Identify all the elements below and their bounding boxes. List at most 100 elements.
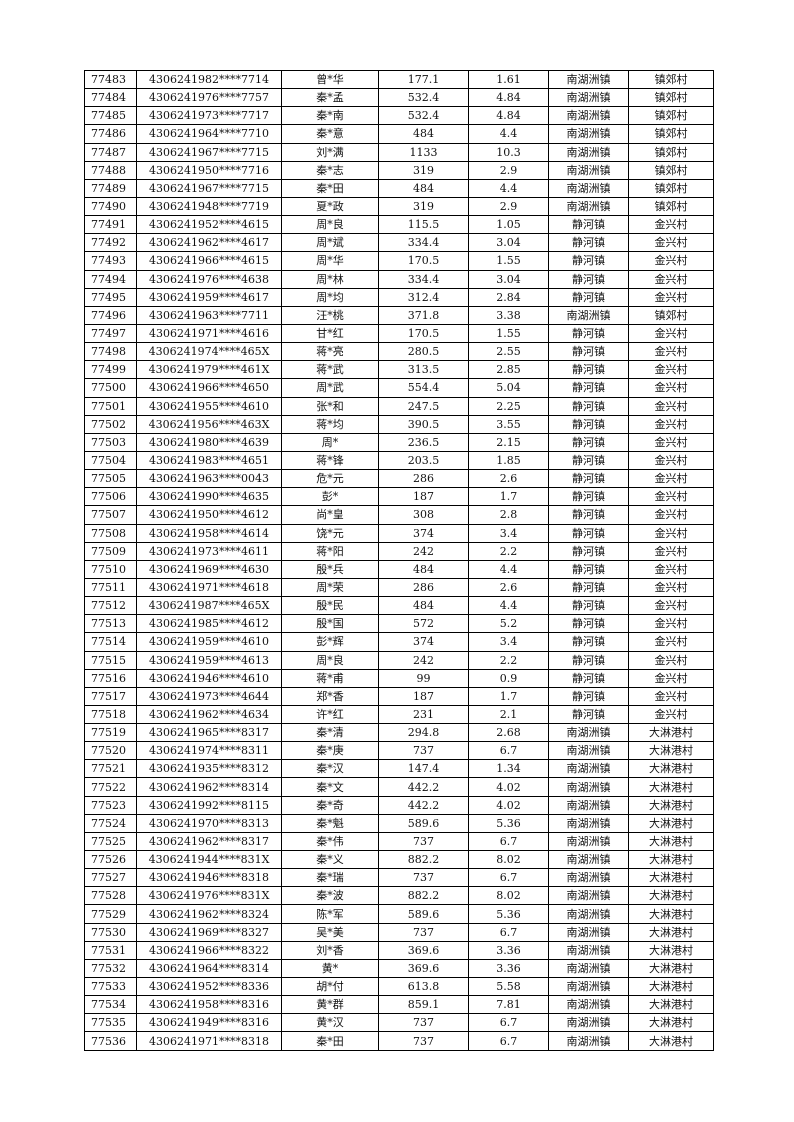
town-cell: 南湖洲镇 bbox=[548, 723, 629, 743]
area-cell: 5.36 bbox=[468, 904, 549, 924]
town-cell: 南湖洲镇 bbox=[548, 995, 629, 1015]
village-cell: 金兴村 bbox=[628, 414, 714, 434]
town-cell: 静河镇 bbox=[548, 668, 629, 688]
id-number-cell: 4306241944****831X bbox=[136, 850, 282, 870]
town-cell: 南湖洲镇 bbox=[548, 850, 629, 870]
amount-cell: 286 bbox=[378, 577, 469, 598]
id-number-cell: 4306241979****461X bbox=[136, 360, 282, 380]
name-cell: 夏*政 bbox=[281, 196, 379, 217]
amount-cell: 374 bbox=[378, 523, 469, 543]
table-row: 77490 4306241948****7719 夏*政 319 2.9 南湖洲镇 镇郊村 bbox=[84, 196, 714, 217]
area-cell: 4.84 bbox=[468, 106, 549, 126]
village-cell: 大淋港村 bbox=[628, 723, 714, 743]
name-cell: 黄*汉 bbox=[281, 1013, 379, 1033]
area-cell: 2.84 bbox=[468, 287, 549, 307]
town-cell: 静河镇 bbox=[548, 360, 629, 380]
name-cell: 刘*满 bbox=[281, 142, 379, 162]
name-cell: 许*红 bbox=[281, 704, 379, 725]
row-number-cell: 77524 bbox=[84, 813, 137, 833]
amount-cell: 390.5 bbox=[378, 414, 469, 434]
id-number-cell: 4306241959****4613 bbox=[136, 650, 282, 670]
town-cell: 南湖洲镇 bbox=[548, 196, 629, 217]
area-cell: 3.04 bbox=[468, 269, 549, 289]
row-number-cell: 77516 bbox=[84, 668, 137, 688]
id-number-cell: 4306241955****4610 bbox=[136, 396, 282, 416]
row-number-cell: 77507 bbox=[84, 505, 137, 525]
village-cell: 金兴村 bbox=[628, 396, 714, 416]
village-cell: 大淋港村 bbox=[628, 795, 714, 815]
row-number-cell: 77494 bbox=[84, 269, 137, 289]
id-number-cell: 4306241976****7757 bbox=[136, 88, 282, 108]
table-row: 77509 4306241973****4611 蒋*阳 242 2.2 静河镇 金兴村 bbox=[84, 541, 714, 561]
amount-cell: 859.1 bbox=[378, 995, 469, 1015]
area-cell: 2.85 bbox=[468, 360, 549, 380]
table-row: 77510 4306241969****4630 殷*兵 484 4.4 静河镇 金兴村 bbox=[84, 559, 714, 579]
area-cell: 6.7 bbox=[468, 868, 549, 888]
id-number-cell: 4306241967****7715 bbox=[136, 178, 282, 198]
table-row: 77515 4306241959****4613 周*良 242 2.2 静河镇 金兴村 bbox=[84, 650, 714, 670]
id-number-cell: 4306241971****4616 bbox=[136, 323, 282, 344]
village-cell: 金兴村 bbox=[628, 596, 714, 616]
area-cell: 1.61 bbox=[468, 69, 549, 90]
amount-cell: 737 bbox=[378, 1031, 469, 1051]
id-number-cell: 4306241950****4612 bbox=[136, 505, 282, 525]
town-cell: 静河镇 bbox=[548, 614, 629, 634]
village-cell: 金兴村 bbox=[628, 269, 714, 289]
area-cell: 2.6 bbox=[468, 469, 549, 489]
table-row: 77517 4306241973****4644 郑*香 187 1.7 静河镇 金兴村 bbox=[84, 686, 714, 706]
amount-cell: 313.5 bbox=[378, 360, 469, 380]
name-cell: 蒋*亮 bbox=[281, 342, 379, 362]
name-cell: 周*良 bbox=[281, 215, 379, 235]
area-cell: 3.04 bbox=[468, 233, 549, 253]
village-cell: 大淋港村 bbox=[628, 831, 714, 852]
table-row: 77512 4306241987****465X 殷*民 484 4.4 静河镇 金兴村 bbox=[84, 596, 714, 616]
id-number-cell: 4306241980****4639 bbox=[136, 432, 282, 452]
name-cell: 郑*香 bbox=[281, 686, 379, 706]
area-cell: 3.55 bbox=[468, 414, 549, 434]
village-cell: 金兴村 bbox=[628, 469, 714, 489]
amount-cell: 286 bbox=[378, 469, 469, 489]
area-cell: 10.3 bbox=[468, 142, 549, 162]
table-row: 77486 4306241964****7710 秦*意 484 4.4 南湖洲镇 镇郊村 bbox=[84, 124, 714, 144]
table-row: 77527 4306241946****8318 秦*瑞 737 6.7 南湖洲镇 大淋港村 bbox=[84, 868, 714, 888]
town-cell: 南湖洲镇 bbox=[548, 831, 629, 852]
town-cell: 南湖洲镇 bbox=[548, 142, 629, 162]
name-cell: 黄*群 bbox=[281, 995, 379, 1015]
area-cell: 2.6 bbox=[468, 577, 549, 598]
row-number-cell: 77483 bbox=[84, 69, 137, 90]
area-cell: 2.25 bbox=[468, 396, 549, 416]
town-cell: 南湖洲镇 bbox=[548, 741, 629, 761]
town-cell: 静河镇 bbox=[548, 342, 629, 362]
amount-cell: 737 bbox=[378, 831, 469, 852]
id-number-cell: 4306241963****0043 bbox=[136, 469, 282, 489]
town-cell: 静河镇 bbox=[548, 251, 629, 271]
amount-cell: 532.4 bbox=[378, 106, 469, 126]
row-number-cell: 77531 bbox=[84, 940, 137, 960]
row-number-cell: 77536 bbox=[84, 1031, 137, 1051]
amount-cell: 170.5 bbox=[378, 323, 469, 344]
area-cell: 2.15 bbox=[468, 432, 549, 452]
row-number-cell: 77499 bbox=[84, 360, 137, 380]
village-cell: 金兴村 bbox=[628, 378, 714, 398]
table-row: 77499 4306241979****461X 蒋*武 313.5 2.85 静河镇 金兴… bbox=[84, 360, 714, 380]
name-cell: 秦*田 bbox=[281, 1031, 379, 1051]
id-number-cell: 4306241964****8314 bbox=[136, 958, 282, 979]
row-number-cell: 77497 bbox=[84, 323, 137, 344]
row-number-cell: 77509 bbox=[84, 541, 137, 561]
id-number-cell: 4306241982****7714 bbox=[136, 69, 282, 90]
id-number-cell: 4306241973****7717 bbox=[136, 106, 282, 126]
name-cell: 秦*文 bbox=[281, 777, 379, 797]
town-cell: 南湖洲镇 bbox=[548, 868, 629, 888]
amount-cell: 242 bbox=[378, 650, 469, 670]
table-row: 77516 4306241946****4610 蒋*甫 99 0.9 静河镇 金兴村 bbox=[84, 668, 714, 688]
area-cell: 6.7 bbox=[468, 1013, 549, 1033]
name-cell: 秦*田 bbox=[281, 178, 379, 198]
name-cell: 周* bbox=[281, 432, 379, 452]
amount-cell: 312.4 bbox=[378, 287, 469, 307]
name-cell: 吴*美 bbox=[281, 922, 379, 942]
table-row: 77485 4306241973****7717 秦*南 532.4 4.84 南湖洲镇镇… bbox=[84, 106, 714, 126]
village-cell: 大淋港村 bbox=[628, 1031, 714, 1051]
id-number-cell: 4306241969****4630 bbox=[136, 559, 282, 579]
village-cell: 镇郊村 bbox=[628, 178, 714, 198]
id-number-cell: 4306241952****4615 bbox=[136, 215, 282, 235]
